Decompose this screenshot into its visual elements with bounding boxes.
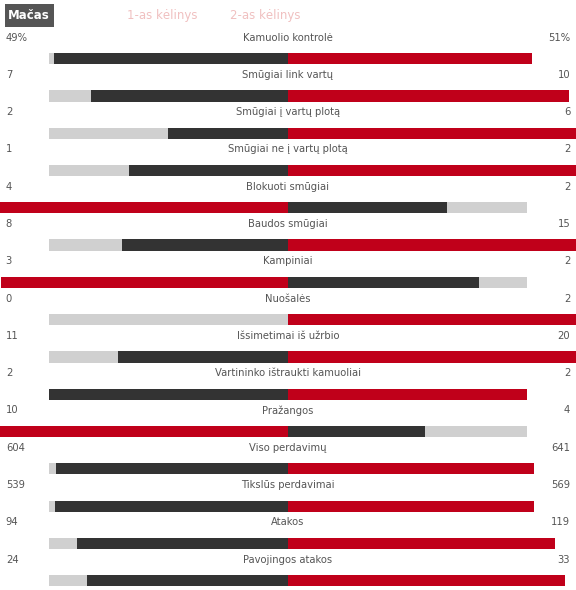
Bar: [288, 277, 479, 288]
Bar: [288, 389, 527, 400]
Text: Smūgiai ne į vartų plotą: Smūgiai ne į vartų plotą: [228, 145, 348, 155]
Text: Atakos: Atakos: [271, 517, 305, 527]
Text: 641: 641: [551, 442, 570, 453]
Bar: [49, 314, 527, 325]
Bar: [55, 500, 288, 512]
Text: 8: 8: [6, 219, 12, 229]
Text: 4: 4: [564, 405, 570, 415]
Bar: [49, 463, 527, 474]
Text: 24: 24: [6, 555, 18, 565]
Text: 0: 0: [6, 294, 12, 304]
Text: 569: 569: [551, 480, 570, 490]
Text: Išsimetimai iš užrbio: Išsimetimai iš užrbio: [237, 331, 339, 341]
Text: 6: 6: [564, 107, 570, 117]
Bar: [54, 53, 288, 64]
Text: 4: 4: [6, 182, 12, 192]
Bar: [49, 389, 288, 400]
Text: Mačas: Mačas: [8, 9, 50, 22]
Text: 2: 2: [564, 145, 570, 155]
Bar: [77, 538, 288, 549]
Text: 51%: 51%: [548, 32, 570, 42]
Bar: [288, 500, 533, 512]
Bar: [49, 90, 527, 101]
Text: 49%: 49%: [6, 32, 28, 42]
Text: Kamuolio kontrolė: Kamuolio kontrolė: [243, 32, 333, 42]
Text: 7: 7: [6, 70, 12, 80]
Text: 20: 20: [558, 331, 570, 341]
Text: 3: 3: [6, 256, 12, 266]
Text: 2: 2: [564, 256, 570, 266]
Bar: [288, 202, 448, 214]
Text: 1: 1: [6, 145, 12, 155]
Bar: [56, 463, 288, 474]
Text: 2: 2: [564, 182, 570, 192]
Bar: [288, 127, 576, 139]
Text: 33: 33: [558, 555, 570, 565]
Text: 604: 604: [6, 442, 25, 453]
Bar: [49, 165, 527, 176]
Bar: [49, 538, 527, 549]
Bar: [91, 90, 288, 101]
Bar: [87, 575, 288, 586]
Bar: [288, 90, 569, 101]
Text: 2: 2: [564, 368, 570, 378]
Bar: [1, 277, 288, 288]
Bar: [49, 202, 527, 214]
Bar: [288, 240, 576, 251]
Bar: [0, 426, 288, 437]
Bar: [288, 426, 425, 437]
Text: 11: 11: [6, 331, 18, 341]
Text: Kampiniai: Kampiniai: [263, 256, 313, 266]
Bar: [49, 389, 527, 400]
Bar: [49, 352, 527, 362]
Bar: [49, 240, 527, 251]
Bar: [49, 426, 527, 437]
Bar: [288, 53, 532, 64]
Bar: [49, 575, 527, 586]
Bar: [118, 352, 288, 362]
Text: Tikslūs perdavimai: Tikslūs perdavimai: [241, 480, 335, 490]
Bar: [288, 538, 555, 549]
Text: Baudos smūgiai: Baudos smūgiai: [248, 219, 328, 229]
Bar: [168, 127, 288, 139]
Bar: [49, 127, 527, 139]
Text: Pražangos: Pražangos: [262, 405, 314, 416]
Text: Smūgiai į vartų plotą: Smūgiai į vartų plotą: [236, 107, 340, 117]
Text: Blokuoti smūgiai: Blokuoti smūgiai: [247, 182, 329, 192]
Text: 2: 2: [6, 107, 12, 117]
Bar: [288, 165, 576, 176]
Text: 94: 94: [6, 517, 18, 527]
Text: Nuošalės: Nuošalės: [266, 294, 310, 304]
Text: Vartininko ištraukti kamuoliai: Vartininko ištraukti kamuoliai: [215, 368, 361, 378]
Text: 2: 2: [6, 368, 12, 378]
Bar: [49, 277, 527, 288]
Bar: [128, 165, 288, 176]
Bar: [288, 575, 565, 586]
Bar: [288, 352, 576, 362]
Bar: [122, 240, 288, 251]
Bar: [49, 53, 527, 64]
Bar: [288, 314, 576, 325]
Text: Smūgiai link vartų: Smūgiai link vartų: [242, 70, 334, 80]
Text: Pavojingos atakos: Pavojingos atakos: [244, 555, 332, 565]
Text: 10: 10: [6, 405, 18, 415]
FancyBboxPatch shape: [5, 4, 54, 27]
Text: 539: 539: [6, 480, 25, 490]
Bar: [49, 500, 527, 512]
Text: 2-as kėlinys: 2-as kėlinys: [230, 9, 301, 22]
Text: 15: 15: [558, 219, 570, 229]
Bar: [0, 202, 288, 214]
Text: 119: 119: [551, 517, 570, 527]
Bar: [288, 463, 534, 474]
Text: 1-as kėlinys: 1-as kėlinys: [127, 9, 197, 22]
Text: 10: 10: [558, 70, 570, 80]
Text: Viso perdavimų: Viso perdavimų: [249, 442, 327, 453]
Text: 2: 2: [564, 294, 570, 304]
